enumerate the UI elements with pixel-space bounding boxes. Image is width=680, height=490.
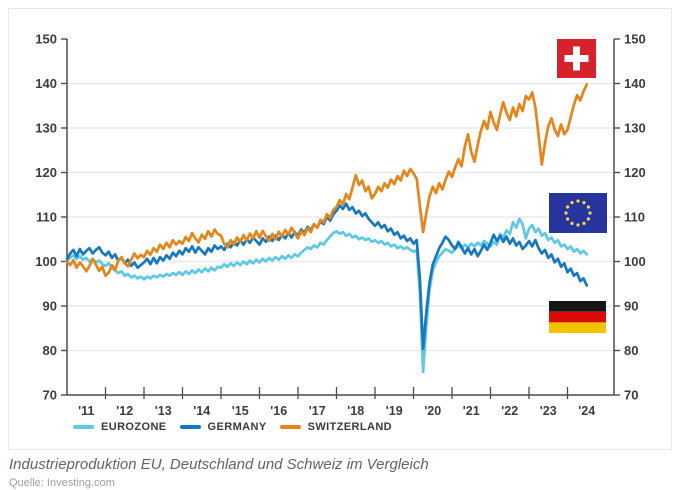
legend-label: GERMANY bbox=[207, 421, 267, 433]
y-tick-label: 110 bbox=[36, 210, 57, 225]
switzerland-flag-icon bbox=[557, 39, 596, 78]
x-tick-label: '24 bbox=[578, 404, 595, 418]
x-tick-label: '15 bbox=[232, 404, 249, 418]
legend-item-switzerland: SWITZERLAND bbox=[279, 421, 393, 433]
line-chart-canvas: 70 70 80 80 90 90 100 100 110 110 120 120 130 130 140 1… bbox=[35, 32, 646, 419]
y-tick-label: 150 bbox=[624, 32, 646, 47]
y-tick-label: 150 bbox=[35, 32, 57, 47]
series-line-eurozone bbox=[65, 217, 589, 374]
y-tick-label: 130 bbox=[35, 121, 57, 136]
y-tick-label: 100 bbox=[35, 254, 57, 269]
germany-flag-icon bbox=[549, 301, 606, 333]
x-tick-label: '18 bbox=[347, 404, 364, 418]
y-tick-label: 80 bbox=[624, 343, 638, 358]
eu-flag-icon bbox=[549, 193, 607, 233]
eurozone-line-swatch-icon bbox=[73, 425, 94, 429]
y-tick-label: 70 bbox=[624, 388, 638, 403]
x-tick-label: '16 bbox=[270, 404, 287, 418]
y-tick-label: 80 bbox=[43, 343, 57, 358]
y-tick-label: 120 bbox=[35, 165, 57, 180]
y-tick-label: 120 bbox=[624, 165, 646, 180]
chart-figure: 70 70 80 80 90 90 100 100 110 110 120 120 130 130 140 1… bbox=[8, 8, 672, 450]
x-tick-label: '13 bbox=[155, 404, 172, 418]
y-tick-label: 140 bbox=[624, 76, 646, 91]
y-tick-label: 100 bbox=[624, 254, 646, 269]
legend-item-eurozone: EUROZONE bbox=[73, 421, 167, 433]
legend-label: SWITZERLAND bbox=[307, 421, 393, 433]
y-tick-label: 70 bbox=[43, 388, 57, 403]
switzerland-line-swatch-icon bbox=[279, 425, 301, 429]
x-tick-label: '17 bbox=[309, 404, 326, 418]
legend-label: EUROZONE bbox=[101, 421, 167, 433]
x-tick-label: '20 bbox=[424, 404, 441, 418]
x-tick-label: '23 bbox=[540, 404, 557, 418]
y-tick-label: 110 bbox=[624, 210, 645, 225]
legend-item-germany: GERMANY bbox=[179, 421, 267, 433]
series-line-switzerland bbox=[65, 83, 589, 278]
series-line-germany bbox=[65, 202, 589, 351]
y-tick-label: 90 bbox=[43, 299, 57, 314]
x-tick-label: '12 bbox=[116, 404, 133, 418]
x-tick-label: '22 bbox=[501, 404, 518, 418]
x-tick-label: '14 bbox=[193, 404, 210, 418]
x-tick-label: '21 bbox=[463, 404, 480, 418]
figure-source: Quelle: Investing.com bbox=[9, 477, 115, 489]
y-tick-label: 140 bbox=[35, 76, 57, 91]
figure-caption: Industrieproduktion EU, Deutschland und … bbox=[9, 456, 429, 473]
y-tick-label: 130 bbox=[624, 121, 646, 136]
x-tick-label: '19 bbox=[386, 404, 403, 418]
germany-line-swatch-icon bbox=[179, 425, 201, 429]
chart-legend: EUROZONE GERMANY SWITZERLAND bbox=[73, 421, 392, 433]
y-tick-label: 90 bbox=[624, 299, 638, 314]
x-tick-label: '11 bbox=[78, 404, 94, 418]
plot-area: 70 70 80 80 90 90 100 100 110 110 120 120 130 130 140 1… bbox=[9, 9, 671, 449]
